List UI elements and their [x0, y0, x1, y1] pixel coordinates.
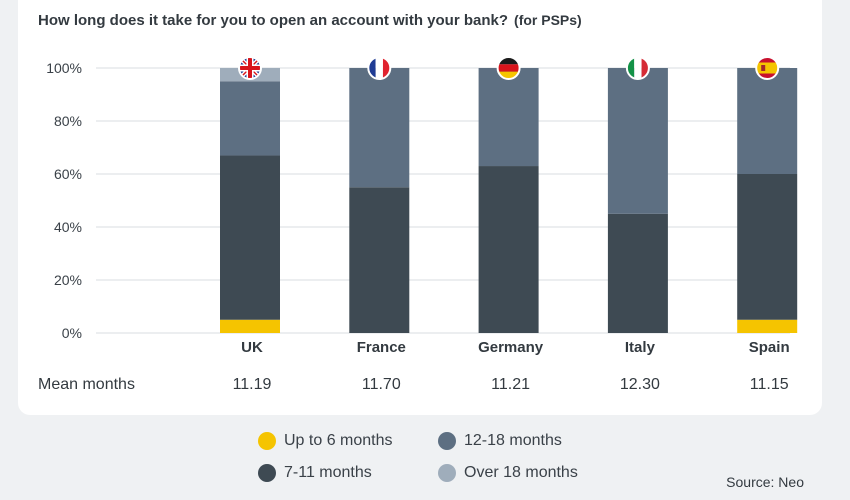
bar-segment — [607, 213, 668, 333]
x-category-label: UK — [241, 339, 263, 356]
x-category-label: Germany — [478, 339, 544, 356]
y-tick-label: 100% — [46, 60, 82, 76]
bar-segment — [607, 68, 668, 214]
mean-months-value: 11.19 — [233, 376, 272, 393]
france-flag-icon — [367, 56, 392, 80]
mean-months-label: Mean months — [38, 376, 135, 393]
y-tick-label: 80% — [54, 113, 82, 129]
bar-segment — [478, 166, 539, 333]
italy-flag-icon — [625, 56, 650, 80]
bar-segment — [478, 68, 539, 167]
bar-segment — [349, 68, 410, 188]
chart-title: How long does it take for you to open an… — [38, 12, 582, 29]
mean-months-value: 11.15 — [750, 376, 789, 393]
legend-item: 7-11 months — [258, 464, 372, 482]
legend-label: 12-18 months — [464, 432, 562, 449]
y-tick-label: 0% — [62, 325, 82, 341]
uk-flag-icon — [238, 56, 262, 80]
x-category-label: Italy — [625, 339, 656, 356]
germany-flag-icon — [496, 56, 521, 80]
bar-segment — [220, 155, 280, 320]
bar-segment — [220, 81, 280, 156]
bar-segment — [220, 319, 280, 333]
bar-segment — [737, 174, 798, 320]
mean-months-value: 11.70 — [362, 376, 401, 393]
bar-segment — [737, 319, 798, 333]
legend-item: Up to 6 months — [258, 432, 393, 450]
legend-swatch — [258, 432, 276, 450]
bar-segment — [349, 187, 410, 333]
legend-item: 12-18 months — [438, 432, 562, 450]
y-tick-label: 60% — [54, 166, 82, 182]
legend-label: 7-11 months — [284, 464, 372, 481]
legend-swatch — [438, 464, 456, 482]
mean-months-value: 11.21 — [491, 376, 530, 393]
stacked-bar-chart: 0% 20% 40% 60% 80% 100% UK 11.19 France 11.70 Ger… — [38, 56, 798, 393]
legend-swatch — [258, 464, 276, 482]
spain-flag-icon — [755, 56, 780, 80]
legend-label: Over 18 months — [464, 464, 578, 481]
chart-subtitle: (for PSPs) — [514, 12, 582, 28]
bar-segment — [737, 68, 798, 174]
x-category-label: France — [357, 339, 406, 356]
x-category-label: Spain — [749, 339, 790, 356]
mean-months-value: 12.30 — [620, 376, 660, 393]
chart-title-text: How long does it take for you to open an… — [38, 12, 509, 29]
legend-swatch — [438, 432, 456, 450]
y-tick-label: 20% — [54, 272, 82, 288]
chart-card — [18, 0, 822, 415]
legend-item: Over 18 months — [438, 464, 578, 482]
source-note: Source: Neo — [726, 474, 804, 490]
legend-label: Up to 6 months — [284, 432, 393, 449]
y-tick-label: 40% — [54, 219, 82, 235]
